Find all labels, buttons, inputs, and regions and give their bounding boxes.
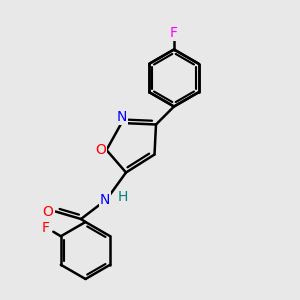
Text: F: F: [170, 26, 178, 40]
Text: O: O: [43, 205, 53, 218]
Text: F: F: [41, 221, 49, 235]
Text: N: N: [116, 110, 127, 124]
Text: N: N: [100, 193, 110, 206]
Text: H: H: [118, 190, 128, 204]
Text: O: O: [95, 143, 106, 157]
